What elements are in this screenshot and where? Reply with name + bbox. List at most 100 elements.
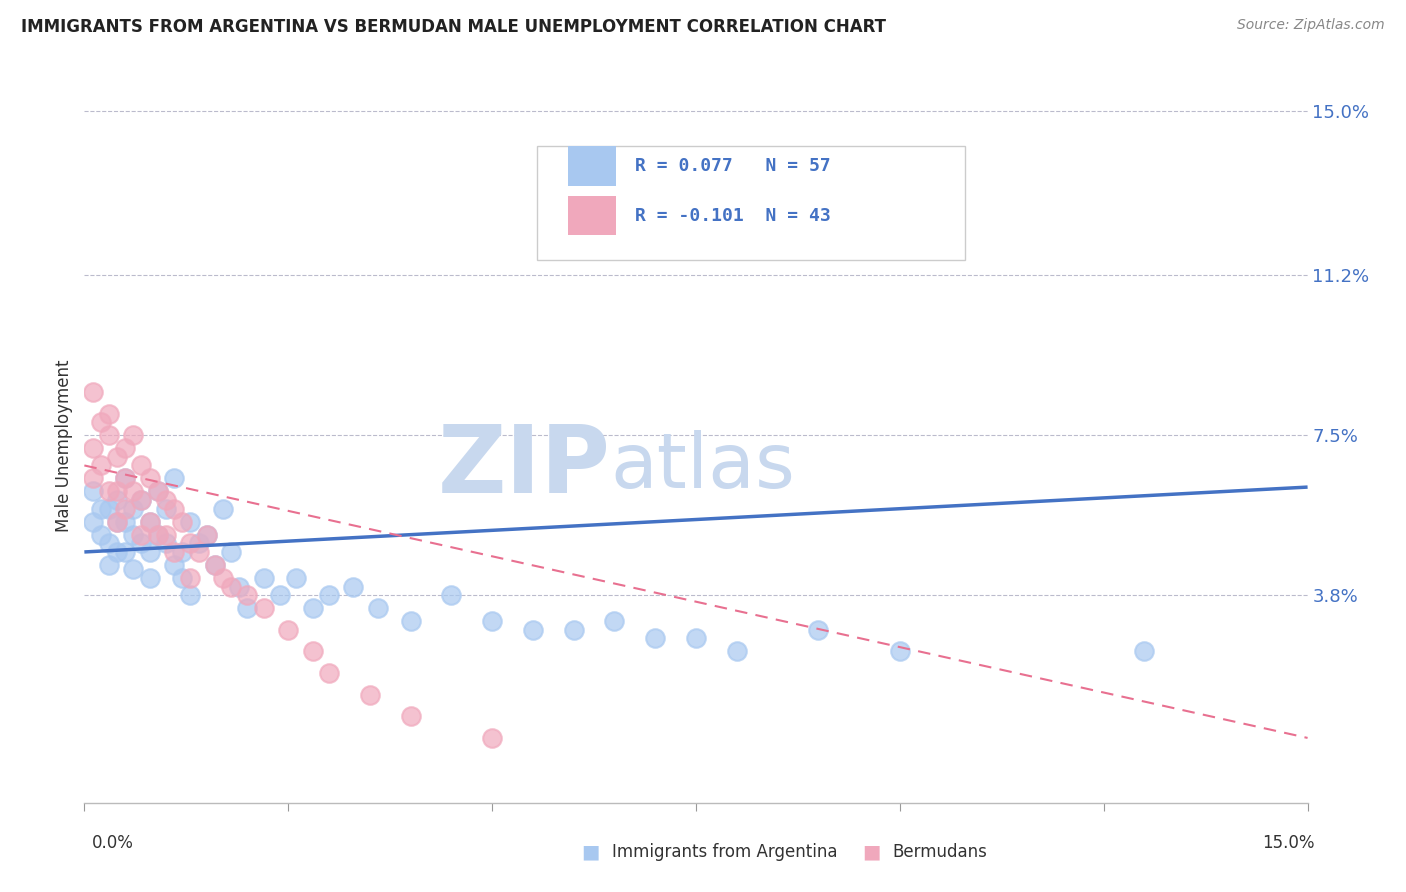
Bar <box>568 146 616 186</box>
Point <box>285 571 308 585</box>
Point <box>685 632 707 646</box>
Point <box>179 536 201 550</box>
Point <box>131 493 153 508</box>
Point <box>97 428 120 442</box>
Point <box>163 471 186 485</box>
Point <box>481 731 503 745</box>
Point <box>163 545 186 559</box>
Text: Source: ZipAtlas.com: Source: ZipAtlas.com <box>1237 18 1385 32</box>
Point <box>105 515 128 529</box>
Point <box>105 484 128 499</box>
Point <box>342 580 364 594</box>
Point <box>187 545 209 559</box>
Point <box>562 623 585 637</box>
Point <box>138 571 160 585</box>
Point <box>522 623 544 637</box>
Point <box>138 545 160 559</box>
Point <box>253 601 276 615</box>
Point <box>122 484 145 499</box>
Point <box>195 527 218 541</box>
Point <box>114 471 136 485</box>
Point <box>105 493 128 508</box>
Point <box>155 493 177 508</box>
Point <box>212 501 235 516</box>
Point <box>236 601 259 615</box>
Point <box>163 501 186 516</box>
Point <box>318 588 340 602</box>
Point <box>359 688 381 702</box>
FancyBboxPatch shape <box>537 146 965 260</box>
Point <box>212 571 235 585</box>
Point <box>367 601 389 615</box>
Point <box>399 614 422 628</box>
Point <box>146 484 169 499</box>
Point <box>179 571 201 585</box>
Point <box>131 527 153 541</box>
Text: R = -0.101  N = 43: R = -0.101 N = 43 <box>636 207 831 225</box>
Point <box>146 527 169 541</box>
Text: Immigrants from Argentina: Immigrants from Argentina <box>612 843 837 861</box>
Text: Bermudans: Bermudans <box>893 843 987 861</box>
Point <box>105 450 128 464</box>
Point <box>195 527 218 541</box>
Point <box>131 493 153 508</box>
Point <box>219 545 242 559</box>
Point <box>204 558 226 572</box>
Point <box>172 545 194 559</box>
Point <box>131 536 153 550</box>
Point <box>138 515 160 529</box>
Point <box>301 644 323 658</box>
Point <box>97 501 120 516</box>
Point <box>82 384 104 399</box>
Point <box>114 471 136 485</box>
Point <box>219 580 242 594</box>
Point <box>138 515 160 529</box>
Point <box>603 614 626 628</box>
Text: atlas: atlas <box>610 431 796 504</box>
Point <box>179 588 201 602</box>
Text: 15.0%: 15.0% <box>1263 834 1315 852</box>
Point <box>82 515 104 529</box>
Point <box>1133 644 1156 658</box>
Point <box>807 623 830 637</box>
Point <box>114 501 136 516</box>
Point <box>97 558 120 572</box>
Point <box>82 484 104 499</box>
Point <box>269 588 291 602</box>
Point <box>82 441 104 455</box>
Text: ZIP: ZIP <box>437 421 610 514</box>
Text: ■: ■ <box>581 843 600 862</box>
Point <box>187 536 209 550</box>
Point <box>122 562 145 576</box>
Point <box>146 484 169 499</box>
Point <box>105 515 128 529</box>
Text: ■: ■ <box>862 843 882 862</box>
Point <box>204 558 226 572</box>
Point <box>163 558 186 572</box>
Text: IMMIGRANTS FROM ARGENTINA VS BERMUDAN MALE UNEMPLOYMENT CORRELATION CHART: IMMIGRANTS FROM ARGENTINA VS BERMUDAN MA… <box>21 18 886 36</box>
Point <box>97 536 120 550</box>
Point <box>236 588 259 602</box>
Point <box>122 501 145 516</box>
Point <box>122 428 145 442</box>
Point <box>114 545 136 559</box>
Point <box>90 527 112 541</box>
Point <box>172 515 194 529</box>
Point <box>138 471 160 485</box>
Text: R = 0.077   N = 57: R = 0.077 N = 57 <box>636 157 831 175</box>
Point <box>318 666 340 681</box>
Point <box>253 571 276 585</box>
Point <box>114 515 136 529</box>
Point <box>725 644 748 658</box>
Point <box>399 709 422 723</box>
Y-axis label: Male Unemployment: Male Unemployment <box>55 359 73 533</box>
Text: 0.0%: 0.0% <box>91 834 134 852</box>
Point <box>90 501 112 516</box>
Point <box>105 545 128 559</box>
Point <box>172 571 194 585</box>
Point <box>277 623 299 637</box>
Point <box>440 588 463 602</box>
Point <box>228 580 250 594</box>
Point <box>97 484 120 499</box>
Point <box>889 644 911 658</box>
